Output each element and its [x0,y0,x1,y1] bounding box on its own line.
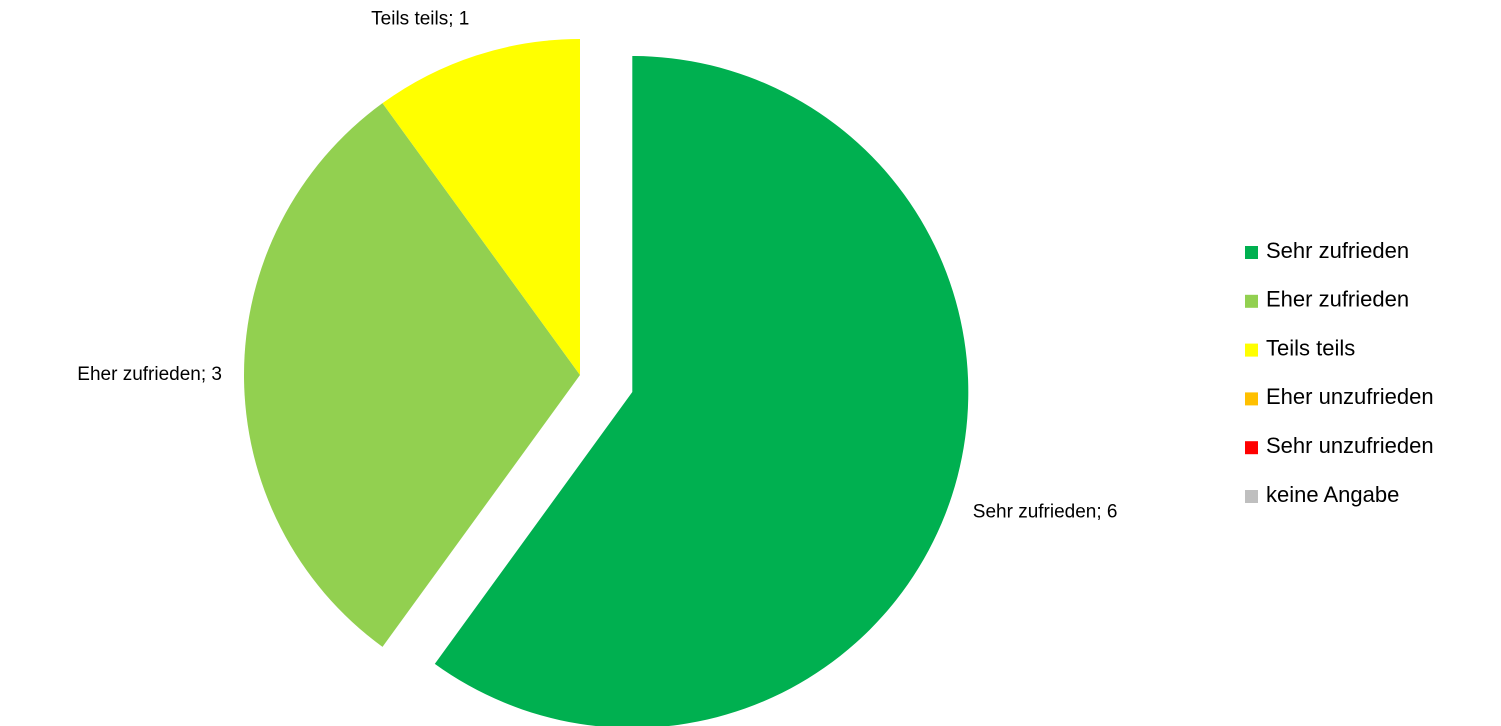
legend-label: keine Angabe [1266,482,1399,507]
legend-label: Sehr unzufrieden [1266,433,1434,458]
data-label: Teils teils; 1 [371,9,469,30]
data-label: Eher zufrieden; 3 [77,364,222,385]
legend-swatch [1245,246,1258,259]
legend-label: Eher zufrieden [1266,287,1409,312]
pie-slice [382,39,580,375]
legend-swatch [1245,294,1258,308]
pie-slice [243,103,581,647]
legend-label: Eher unzufrieden [1266,384,1434,409]
legend-swatch [1245,441,1258,455]
legend-label: Sehr zufrieden [1266,238,1409,263]
legend-swatch [1245,490,1258,503]
legend-swatch [1245,392,1258,406]
legend-swatch [1245,343,1258,357]
legend-label: Teils teils [1266,335,1355,360]
data-label: Sehr zufrieden; 6 [973,502,1118,523]
pie-slice [434,55,969,726]
